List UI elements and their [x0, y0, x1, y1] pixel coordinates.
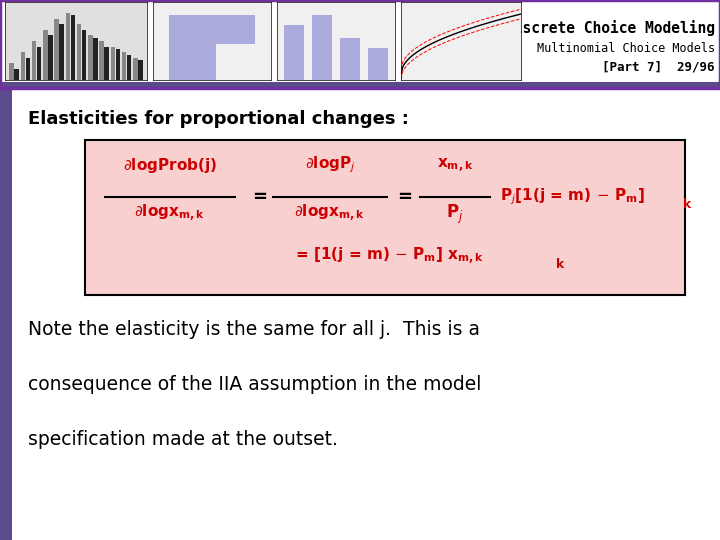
Bar — [82, 30, 86, 80]
Bar — [208, 15, 256, 44]
Bar — [138, 60, 143, 80]
Bar — [32, 41, 36, 80]
Bar — [127, 56, 132, 80]
Bar — [25, 58, 30, 80]
Bar — [55, 19, 59, 80]
Text: k: k — [556, 258, 564, 271]
Text: Note the elasticity is the same for all j.  This is a: Note the elasticity is the same for all … — [28, 320, 480, 339]
Bar — [341, 38, 360, 80]
Text: P$_j$[$\mathbf{1}$(j = m) $-$ P$_{\mathregular{m}}$]: P$_j$[$\mathbf{1}$(j = m) $-$ P$_{\mathr… — [500, 187, 644, 207]
Bar — [104, 46, 109, 80]
Text: Multinomial Choice Models: Multinomial Choice Models — [537, 42, 715, 55]
Bar — [59, 24, 64, 80]
Bar — [369, 48, 388, 80]
Bar — [93, 38, 98, 80]
Text: x$_{\mathregular{m,k}}$: x$_{\mathregular{m,k}}$ — [437, 157, 473, 175]
Text: specification made at the outset.: specification made at the outset. — [28, 430, 338, 449]
Bar — [99, 41, 104, 80]
Bar — [66, 13, 70, 80]
Text: consequence of the IIA assumption in the model: consequence of the IIA assumption in the… — [28, 375, 482, 394]
Text: Elasticities for proportional changes :: Elasticities for proportional changes : — [28, 110, 409, 128]
Bar — [14, 69, 19, 80]
Bar — [0, 0, 720, 88]
Bar — [48, 36, 53, 80]
Bar — [71, 15, 75, 80]
Text: = [$\mathbf{1}$(j = m) $-$ P$_{\mathregular{m}}$] x$_{\mathregular{m,k}}$: = [$\mathbf{1}$(j = m) $-$ P$_{\mathregu… — [295, 245, 485, 267]
Text: $\partial$logProb(j): $\partial$logProb(j) — [123, 156, 217, 175]
Bar — [9, 63, 14, 80]
Text: Discrete Choice Modeling: Discrete Choice Modeling — [505, 20, 715, 36]
Bar — [37, 46, 41, 80]
Bar — [116, 49, 120, 80]
Bar — [133, 58, 138, 80]
Bar — [111, 46, 115, 80]
Bar — [43, 30, 48, 80]
Bar — [122, 52, 127, 80]
Bar — [21, 52, 25, 80]
Text: [Part 7]  29/96: [Part 7] 29/96 — [603, 60, 715, 73]
Bar — [312, 15, 332, 80]
Bar — [88, 36, 93, 80]
Text: P$_j$: P$_j$ — [446, 203, 464, 226]
Bar — [284, 25, 304, 80]
Bar — [0, 82, 720, 88]
Text: $\partial$logx$_{\mathregular{m,k}}$: $\partial$logx$_{\mathregular{m,k}}$ — [294, 203, 366, 224]
Text: =: = — [397, 188, 413, 206]
Bar — [85, 140, 685, 295]
Text: k: k — [683, 199, 691, 212]
Text: =: = — [253, 188, 268, 206]
Text: $\partial$logx$_{\mathregular{m,k}}$: $\partial$logx$_{\mathregular{m,k}}$ — [135, 203, 205, 224]
Bar — [0, 0, 720, 82]
Text: $\partial$logP$_j$: $\partial$logP$_j$ — [305, 154, 356, 175]
Bar — [0, 88, 12, 540]
Bar — [168, 15, 216, 80]
Bar — [77, 24, 81, 80]
